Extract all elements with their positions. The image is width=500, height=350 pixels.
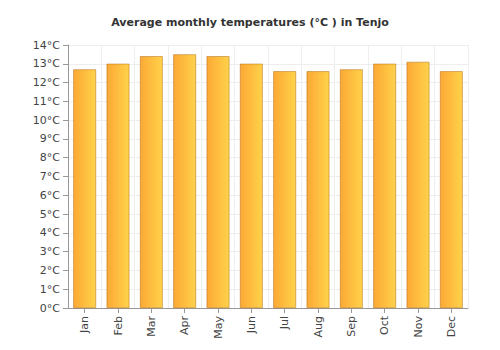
svg-text:9°C: 9°C (40, 132, 60, 145)
svg-text:12°C: 12°C (33, 76, 60, 89)
svg-text:Apr: Apr (178, 316, 191, 336)
svg-text:14°C: 14°C (33, 39, 60, 52)
svg-text:2°C: 2°C (40, 264, 60, 277)
svg-text:Jan: Jan (78, 316, 91, 334)
svg-text:Oct: Oct (378, 315, 391, 335)
svg-text:Jul: Jul (278, 316, 291, 330)
svg-text:10°C: 10°C (33, 114, 60, 127)
svg-text:3°C: 3°C (40, 245, 60, 258)
svg-text:1°C: 1°C (40, 283, 60, 296)
svg-text:8°C: 8°C (40, 151, 60, 164)
svg-text:7°C: 7°C (40, 170, 60, 183)
svg-text:6°C: 6°C (40, 189, 60, 202)
svg-text:13°C: 13°C (33, 57, 60, 70)
svg-text:Feb: Feb (112, 316, 125, 335)
svg-text:0°C: 0°C (40, 302, 60, 315)
svg-text:4°C: 4°C (40, 226, 60, 239)
svg-text:5°C: 5°C (40, 208, 60, 221)
svg-text:Sep: Sep (345, 316, 358, 337)
svg-text:May: May (212, 316, 225, 339)
svg-text:11°C: 11°C (33, 95, 60, 108)
svg-text:Nov: Nov (412, 316, 425, 338)
svg-text:Dec: Dec (445, 316, 458, 337)
svg-text:Jun: Jun (245, 316, 258, 334)
svg-text:Mar: Mar (145, 316, 158, 337)
svg-text:Average monthly temperatures (: Average monthly temperatures (°C ) in Te… (111, 16, 389, 29)
svg-text:Aug: Aug (312, 316, 325, 337)
